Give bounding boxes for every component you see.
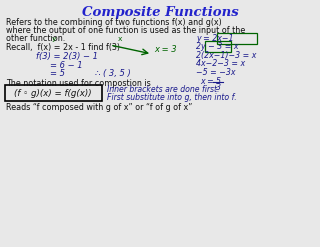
Text: y: y [52, 36, 57, 42]
Text: 3: 3 [215, 83, 220, 92]
Text: First substitute into g, then into f.: First substitute into g, then into f. [107, 93, 237, 102]
Text: where the output of one function is used as the input of the: where the output of one function is used… [6, 26, 245, 35]
Text: ∴ ( 3, 5 ): ∴ ( 3, 5 ) [95, 69, 131, 78]
Text: 5: 5 [215, 78, 220, 86]
Text: Recall,  f(x) = 2x - 1 find f(3): Recall, f(x) = 2x - 1 find f(3) [6, 43, 120, 52]
Text: Inner brackets are done first.: Inner brackets are done first. [107, 85, 220, 94]
Text: Composite Functions: Composite Functions [82, 6, 238, 19]
Text: x: x [118, 36, 123, 42]
Text: 4x−2−3 = x: 4x−2−3 = x [196, 60, 245, 68]
Text: y = 2x−1: y = 2x−1 [196, 34, 234, 43]
Text: 2y − 3 = x: 2y − 3 = x [196, 42, 238, 52]
Text: Refers to the combining of two functions f(x) and g(x): Refers to the combining of two functions… [6, 18, 222, 27]
Text: = 6 − 1: = 6 − 1 [50, 61, 83, 70]
Text: −5 = −3x: −5 = −3x [196, 68, 236, 77]
Text: other function.: other function. [6, 34, 65, 43]
Text: = 5: = 5 [50, 69, 65, 78]
Text: x = 3: x = 3 [154, 45, 177, 55]
Text: The notation used for compostion is: The notation used for compostion is [6, 79, 151, 88]
Text: f(3) = 2(3) − 1: f(3) = 2(3) − 1 [36, 52, 98, 61]
Text: x =: x = [200, 77, 216, 85]
Text: Reads “f composed with g of x” or “f of g of x”: Reads “f composed with g of x” or “f of … [6, 103, 192, 112]
Text: (f ◦ g)(x) = f(g(x)): (f ◦ g)(x) = f(g(x)) [14, 89, 92, 98]
Text: 2(2x−1)−3 = x: 2(2x−1)−3 = x [196, 51, 256, 60]
